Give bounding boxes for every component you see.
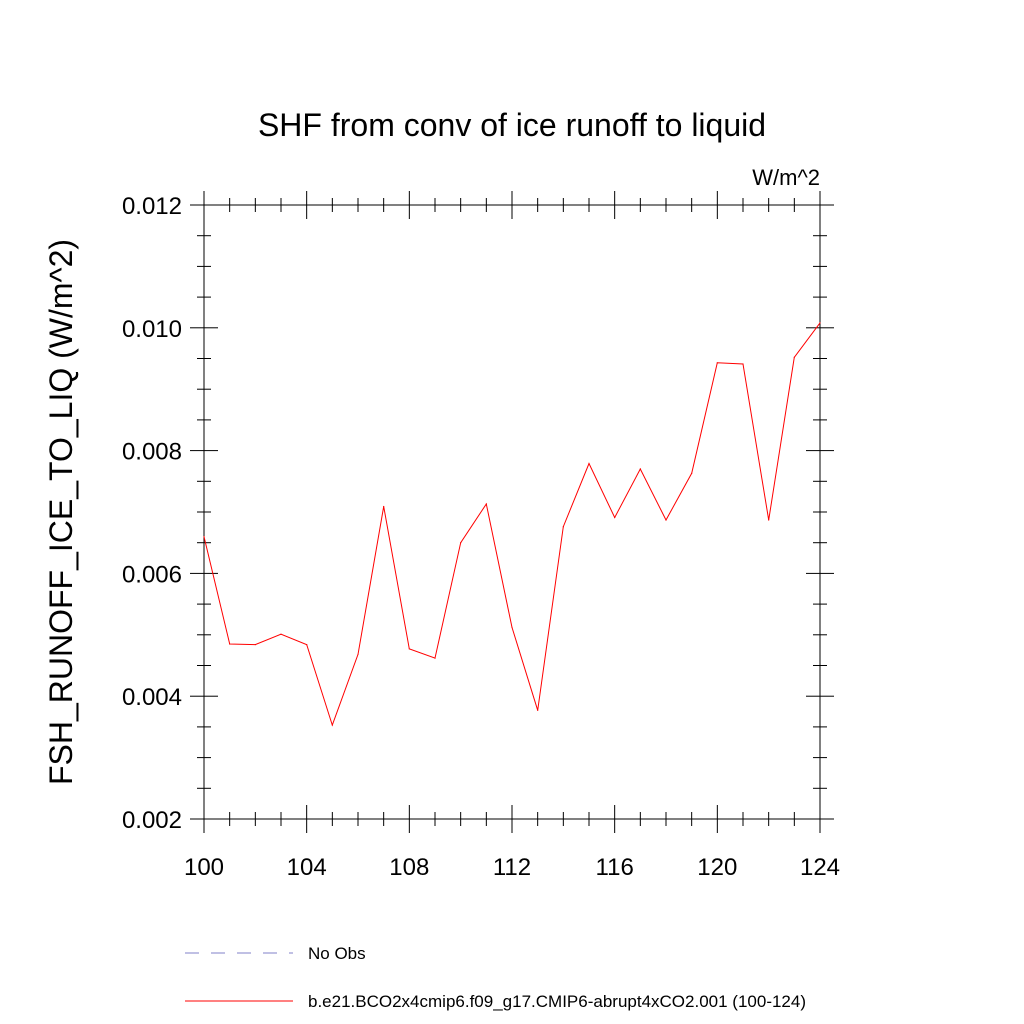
x-tick-label: 108 — [389, 854, 429, 881]
data-point — [383, 505, 385, 508]
legend-label-no-obs: No Obs — [308, 944, 366, 963]
data-point — [614, 516, 616, 519]
data-point — [793, 356, 795, 358]
data-point — [203, 535, 205, 538]
data-point — [639, 468, 641, 470]
units-label: W/m^2 — [752, 165, 820, 190]
data-point — [331, 724, 333, 726]
x-tick-label: 100 — [184, 854, 224, 881]
data-point — [819, 322, 821, 324]
y-tick-label: 0.004 — [122, 684, 182, 711]
data-point — [742, 363, 744, 365]
data-point — [562, 526, 564, 528]
x-tick-label: 120 — [697, 854, 737, 881]
data-point — [408, 648, 410, 650]
y-tick-label: 0.010 — [122, 316, 182, 343]
x-tick-label: 116 — [596, 854, 634, 881]
y-tick-label: 0.006 — [122, 561, 182, 588]
data-point — [588, 462, 590, 465]
plot-frame — [203, 204, 821, 820]
data-point — [306, 644, 308, 646]
y-tick-label: 0.008 — [122, 439, 182, 466]
data-point — [280, 633, 282, 635]
y-axis-ticks: 0.002 0.004 0.006 0.008 0.010 0.012 — [122, 193, 834, 834]
x-axis-ticks: 100 104 108 112 116 120 124 — [184, 191, 840, 881]
data-point — [254, 644, 256, 646]
series-layer — [203, 322, 821, 727]
y-axis-label: FSH_RUNOFF_ICE_TO_LIQ (W/m^2) — [43, 239, 79, 785]
series-line — [203, 322, 821, 727]
x-tick-label: 104 — [287, 854, 327, 881]
data-point — [716, 362, 718, 364]
legend-label-model-run: b.e21.BCO2x4cmip6.f09_g17.CMIP6-abrupt4x… — [308, 992, 806, 1011]
data-point — [768, 519, 770, 521]
x-tick-label: 124 — [800, 854, 840, 881]
data-point — [511, 626, 513, 629]
data-point — [434, 657, 436, 659]
chart-title: SHF from conv of ice runoff to liquid — [258, 107, 766, 143]
data-point — [460, 542, 462, 544]
y-tick-label: 0.012 — [122, 193, 182, 220]
legend: No Obs b.e21.BCO2x4cmip6.f09_g17.CMIP6-a… — [185, 944, 806, 1011]
data-point — [357, 653, 359, 656]
data-point — [229, 643, 231, 645]
y-tick-label: 0.002 — [122, 807, 182, 834]
x-tick-label: 112 — [493, 854, 531, 881]
plot-border — [203, 204, 821, 820]
data-point — [665, 519, 667, 521]
data-point — [691, 472, 693, 474]
data-point — [537, 709, 539, 711]
data-point — [485, 503, 487, 505]
